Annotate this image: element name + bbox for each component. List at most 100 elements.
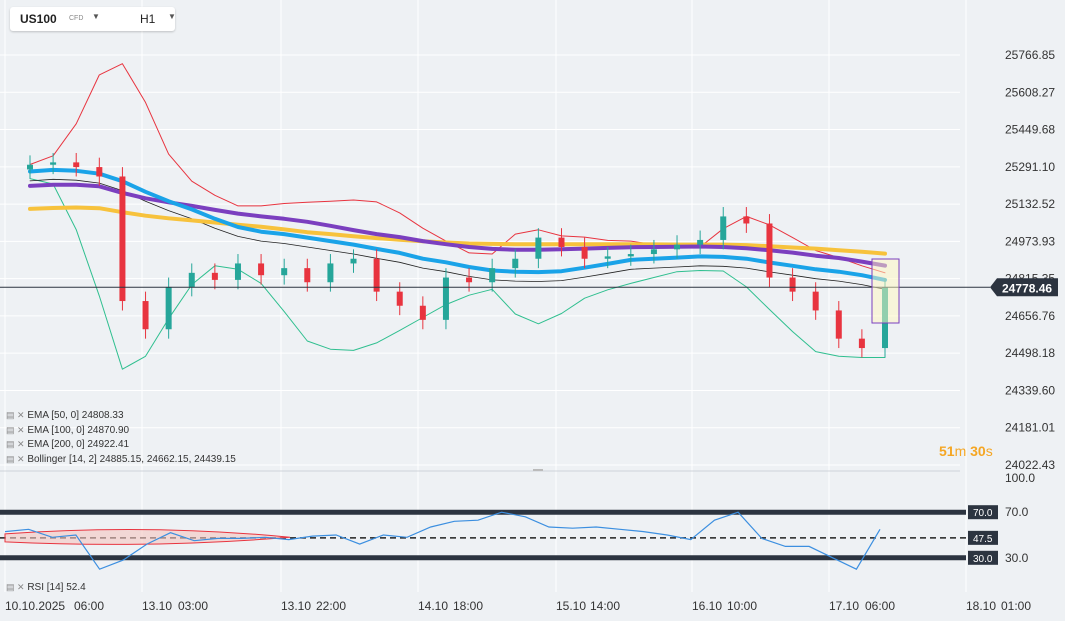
candle-body [373, 258, 380, 292]
rsi-badge-47-5: 47.5 [973, 534, 993, 545]
candle-body [697, 239, 704, 245]
candle-body [789, 277, 796, 292]
candle-body [766, 223, 773, 278]
candle-body [489, 268, 496, 283]
timer-minutes: 51 [939, 443, 955, 459]
time-tick-label: 22:00 [316, 599, 346, 613]
settings-icon[interactable]: ▤ ✕ [6, 454, 25, 464]
rsi-tick-100: 100.0 [1005, 471, 1035, 485]
candle-body [73, 162, 80, 168]
legend-ema200-text: EMA [200, 0] 24922.41 [27, 439, 130, 450]
candle-body [743, 216, 750, 224]
legend-rsi[interactable]: ▤ ✕ RSI [14] 52.4 [6, 582, 86, 593]
candle-body [442, 277, 449, 320]
price-tick-label: 25766.85 [1005, 48, 1055, 62]
candle-body [558, 237, 565, 247]
time-tick-label: 18:00 [453, 599, 483, 613]
rsi-line [4, 511, 881, 570]
candle-body [396, 291, 403, 306]
time-tick-label: 16.10 [692, 599, 722, 613]
candle-body [165, 286, 172, 330]
candle-body [581, 246, 588, 259]
candle-body [281, 268, 288, 276]
current-price-badge [990, 278, 1058, 297]
timer-seconds-unit: s [985, 443, 993, 459]
legend-bollinger-text: Bollinger [14, 2] 24885.15, 24662.15, 24… [27, 454, 236, 465]
price-tick-label: 24181.01 [1005, 421, 1055, 435]
rsi-badge-47-5-bg [968, 530, 998, 545]
price-tick-label: 25132.52 [1005, 197, 1055, 211]
settings-icon[interactable]: ▤ ✕ [6, 439, 25, 449]
current-price-label: 24778.46 [1002, 281, 1052, 295]
price-tick-label: 25291.10 [1005, 160, 1055, 174]
candle-body [812, 291, 819, 311]
candle-timer: 51m 30s [939, 443, 993, 459]
rsi-badge-70: 70.0 [973, 508, 993, 519]
rsi-tick-70: 70.0 [1005, 505, 1029, 519]
time-tick-label: 13.10 [281, 599, 311, 613]
time-tick-label: 15.10 [556, 599, 586, 613]
price-tick-label: 24973.93 [1005, 234, 1055, 248]
legend-ema100[interactable]: ▤ ✕ EMA [100, 0] 24870.90 [6, 425, 129, 436]
ema50-line [28, 167, 887, 282]
rsi-badge-30-bg [968, 550, 998, 565]
candle-body [119, 176, 126, 302]
price-tick-label: 25608.27 [1005, 85, 1055, 99]
time-tick-label: 14.10 [418, 599, 448, 613]
candle-body [50, 162, 57, 165]
time-tick-label: 13.10 [142, 599, 172, 613]
pane-resize-handle [533, 469, 543, 471]
candle-body [304, 268, 311, 283]
rsi-drawing-shape [4, 528, 291, 545]
settings-icon[interactable]: ▤ ✕ [6, 425, 25, 435]
legend-rsi-text: RSI [14] 52.4 [27, 582, 86, 593]
time-tick-label: 10.10.2025 [5, 599, 65, 613]
legend-bollinger[interactable]: ▤ ✕ Bollinger [14, 2] 24885.15, 24662.15… [6, 454, 236, 465]
candle-body [535, 237, 542, 259]
symbol-dropdown-icon[interactable]: ▼ [92, 12, 100, 21]
time-tick-label: 18.10 [966, 599, 996, 613]
legend-ema50-text: EMA [50, 0] 24808.33 [27, 410, 124, 421]
timeframe-selector[interactable]: H1 [140, 12, 156, 26]
symbol-toolbar[interactable]: US100 CFD ▼ H1 ▼ [10, 7, 176, 31]
candle-body [674, 244, 681, 250]
legend-ema100-text: EMA [100, 0] 24870.90 [27, 425, 130, 436]
legend-ema200[interactable]: ▤ ✕ EMA [200, 0] 24922.41 [6, 439, 129, 450]
time-tick-label: 17.10 [829, 599, 859, 613]
symbol-name[interactable]: US100 [20, 12, 57, 26]
price-tick-label: 24656.76 [1005, 309, 1055, 323]
rsi-tick-30: 30.0 [1005, 551, 1029, 565]
candle-body [142, 301, 149, 330]
candle-body [512, 258, 519, 269]
timeframe-dropdown-icon[interactable]: ▼ [168, 12, 176, 21]
legend-ema50[interactable]: ▤ ✕ EMA [50, 0] 24808.33 [6, 410, 124, 421]
candle-body [96, 167, 103, 177]
last-candle-highlight [871, 258, 900, 324]
symbol-type: CFD [69, 15, 84, 22]
time-tick-label: 06:00 [74, 599, 104, 613]
ema200-line [28, 205, 887, 256]
candle-body [211, 272, 218, 280]
bollinger-lower-line [29, 178, 886, 370]
candle-body [858, 338, 865, 349]
candle-body [835, 310, 842, 339]
settings-icon[interactable]: ▤ ✕ [6, 582, 25, 592]
candle-body [604, 256, 611, 259]
rsi-badge-30: 30.0 [973, 554, 993, 565]
price-tick-label: 24498.18 [1005, 346, 1055, 360]
price-tick-label: 24339.60 [1005, 383, 1055, 397]
candle-body [720, 216, 727, 240]
candle-body [627, 254, 634, 257]
settings-icon[interactable]: ▤ ✕ [6, 410, 25, 420]
timer-minutes-unit: m [954, 443, 967, 459]
time-tick-label: 14:00 [590, 599, 620, 613]
timer-seconds: 30 [970, 443, 986, 459]
rsi-badge-70-bg [968, 505, 998, 520]
candle-body [419, 305, 426, 320]
candle-body [327, 263, 334, 283]
candle-body [234, 263, 241, 280]
candle-body [350, 258, 357, 264]
price-tick-label: 25449.68 [1005, 123, 1055, 137]
time-tick-label: 06:00 [865, 599, 895, 613]
